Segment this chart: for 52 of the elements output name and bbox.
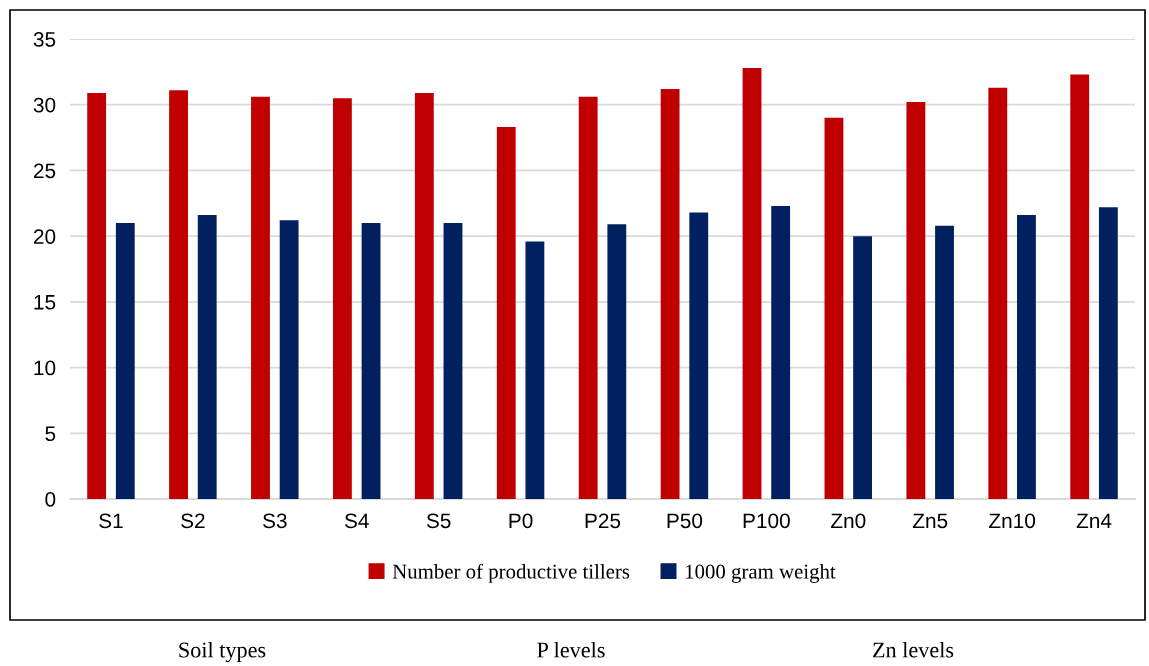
bar <box>361 223 381 499</box>
y-tick-label: 20 <box>33 229 56 244</box>
bar <box>578 96 598 499</box>
bar <box>1017 215 1036 499</box>
x-tick-label: S2 <box>181 513 205 529</box>
bar <box>660 88 680 499</box>
bar <box>689 212 709 499</box>
bar <box>251 96 270 499</box>
x-tick-label: P50 <box>667 513 703 529</box>
text: P levels <box>537 641 605 658</box>
text: Zn levels <box>873 641 954 658</box>
bar <box>414 92 434 499</box>
y-tick-label: 15 <box>34 295 56 310</box>
bar <box>332 98 352 499</box>
x-tick-label: Zn10 <box>989 513 1036 529</box>
y-tick-label: 5 <box>45 426 56 442</box>
x-tick-label: Zn0 <box>830 513 866 529</box>
text: Soil types <box>179 641 266 663</box>
y-tick-label: 10 <box>34 360 56 376</box>
bar <box>1098 207 1118 499</box>
y-tick-label: 35 <box>33 32 56 47</box>
x-tick-label: P25 <box>585 513 621 529</box>
x-tick-label: Zn4 <box>1076 513 1112 528</box>
bar <box>525 241 545 499</box>
bar <box>496 127 516 499</box>
bar <box>197 215 217 499</box>
x-tick-label: Zn5 <box>912 513 948 529</box>
bar <box>988 87 1008 499</box>
legend-label: 1000 gram weight <box>685 563 836 583</box>
bar <box>906 102 926 499</box>
bar <box>443 223 463 499</box>
y-tick-label: 0 <box>45 492 56 507</box>
x-tick-label: S5 <box>426 513 451 529</box>
bar <box>1070 74 1090 499</box>
bar <box>607 224 627 499</box>
x-tick-label: P0 <box>509 513 533 529</box>
y-tick-label: 30 <box>33 97 56 113</box>
bar <box>279 220 299 499</box>
bar <box>853 236 873 499</box>
bar <box>115 223 135 499</box>
x-tick-label: S1 <box>99 513 123 529</box>
x-tick-label: S4 <box>344 513 369 529</box>
bar <box>169 90 188 499</box>
x-tick-label: S3 <box>263 513 287 529</box>
legend-label: Number of productive tillers <box>392 563 630 583</box>
y-tick-label: 25 <box>33 163 56 179</box>
bar <box>742 67 762 499</box>
bar <box>935 225 954 499</box>
bar <box>824 117 844 499</box>
bar <box>87 92 107 499</box>
bar <box>771 205 791 499</box>
x-tick-label: P100 <box>743 513 790 529</box>
